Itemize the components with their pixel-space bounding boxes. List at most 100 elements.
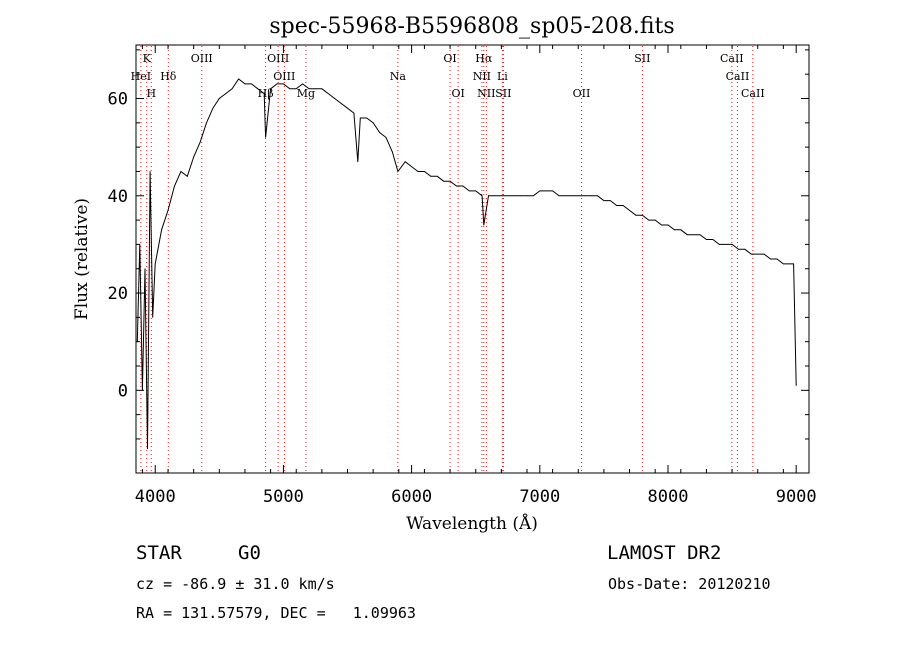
plot-frame — [135, 44, 810, 474]
y-axis-label: Flux (relative) — [72, 198, 92, 320]
data-point — [597, 195, 598, 197]
data-point — [545, 190, 547, 192]
data-point — [295, 88, 297, 90]
data-point — [257, 88, 259, 90]
data-point — [475, 190, 477, 192]
line-label-14: Li — [497, 70, 508, 83]
data-point — [276, 83, 278, 85]
line-label-5: OIII — [267, 52, 289, 65]
data-point — [483, 224, 485, 226]
data-point — [366, 117, 368, 119]
data-point — [308, 88, 310, 90]
line-label-16: SII — [495, 87, 511, 100]
data-point — [430, 175, 432, 177]
data-point — [321, 88, 323, 90]
line-label-8: Mg — [297, 87, 315, 100]
data-point — [142, 389, 143, 391]
data-point — [212, 107, 214, 109]
data-point — [456, 185, 457, 187]
data-point — [558, 195, 560, 197]
data-point — [674, 229, 675, 231]
data-point — [731, 244, 733, 245]
data-point — [552, 190, 554, 192]
x-tick-label-3: 7000 — [519, 487, 560, 507]
data-point — [149, 171, 151, 172]
data-point — [404, 161, 406, 163]
data-point — [327, 93, 329, 95]
data-point — [136, 341, 138, 343]
data-point — [263, 93, 265, 95]
data-point — [250, 83, 252, 85]
data-point — [706, 239, 707, 240]
x-tick-label-1: 5000 — [263, 487, 304, 507]
x-axis-label: Wavelength (Å) — [406, 513, 538, 534]
data-point — [289, 88, 291, 90]
chart-title: spec-55968-B5596808_sp05-208.fits — [269, 14, 674, 39]
data-point — [584, 195, 586, 197]
data-point — [641, 214, 643, 216]
data-point — [793, 263, 795, 265]
data-point — [391, 151, 393, 153]
data-point — [231, 88, 233, 90]
data-point — [152, 316, 154, 318]
data-point — [494, 195, 496, 197]
spectrum-series — [136, 78, 797, 450]
x-tick-label-0: 4000 — [135, 487, 176, 507]
data-point — [526, 195, 528, 197]
x-tick-label-5: 9000 — [776, 487, 817, 507]
data-point — [750, 253, 752, 255]
data-point — [225, 93, 227, 95]
line-label-21: CaII — [741, 87, 765, 100]
data-point — [661, 224, 662, 226]
y-tick-label-1: 20 — [108, 284, 128, 304]
data-point — [686, 234, 688, 236]
data-point — [436, 175, 438, 177]
line-label-19: CaII — [720, 52, 744, 65]
data-point — [763, 253, 765, 255]
line-label-12: Hα — [475, 52, 493, 65]
data-point — [347, 107, 348, 109]
data-point — [629, 209, 630, 211]
data-point — [443, 180, 445, 182]
data-point — [340, 102, 342, 104]
data-point — [357, 161, 359, 163]
data-point — [315, 88, 316, 90]
data-point — [206, 122, 207, 124]
y-tick-label-0: 0 — [118, 381, 128, 401]
data-point — [571, 195, 573, 197]
data-point — [539, 190, 541, 192]
data-point — [603, 200, 605, 202]
data-point — [789, 263, 791, 265]
data-point — [334, 98, 336, 99]
data-point — [372, 122, 374, 124]
axis-ticks: 4000 5000 6000 7000 8000 9000 0 20 40 60 — [108, 45, 817, 507]
data-point — [449, 180, 451, 182]
line-label-20: CaII — [726, 70, 750, 83]
data-point — [462, 185, 464, 187]
data-point — [139, 244, 141, 245]
data-point — [744, 248, 746, 250]
subclass: G0 — [238, 542, 261, 564]
data-point — [154, 263, 156, 265]
data-point — [693, 234, 695, 236]
data-point — [776, 258, 778, 260]
data-point — [218, 98, 220, 99]
data-point — [488, 195, 489, 197]
x-tick-label-4: 8000 — [648, 487, 689, 507]
data-point — [144, 268, 146, 270]
y-tick-label-2: 40 — [108, 187, 128, 207]
data-point — [147, 448, 148, 450]
coordinates: RA = 131.57579, DEC = 1.09963 — [136, 604, 416, 622]
data-point — [238, 78, 239, 80]
data-point — [648, 219, 650, 221]
data-point — [654, 219, 656, 221]
data-point — [725, 244, 727, 245]
data-point — [244, 83, 246, 85]
data-point — [757, 253, 759, 255]
data-point — [167, 209, 169, 211]
data-point — [795, 385, 797, 386]
line-label-6: OIII — [273, 70, 295, 83]
line-label-10: OI — [443, 52, 456, 65]
data-point — [712, 239, 714, 240]
